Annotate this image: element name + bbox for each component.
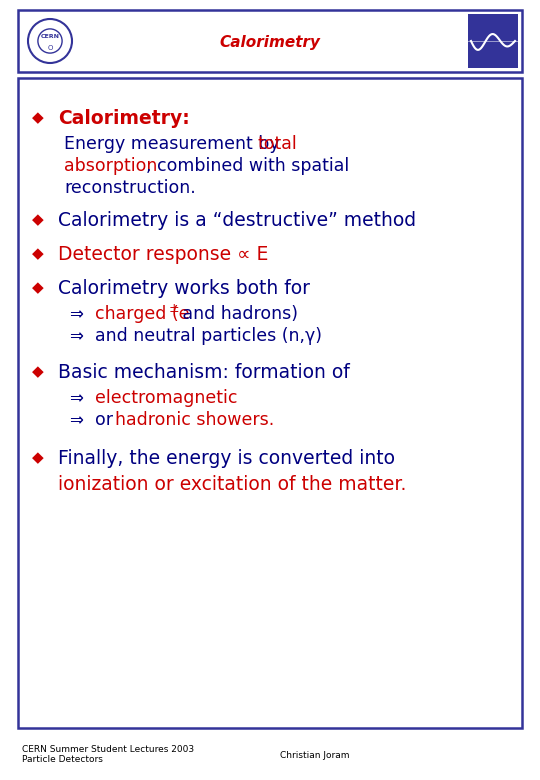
Text: ◆: ◆ (32, 281, 44, 296)
Text: reconstruction.: reconstruction. (64, 179, 195, 197)
Text: ◆: ◆ (32, 364, 44, 380)
Text: Basic mechanism: formation of: Basic mechanism: formation of (58, 363, 350, 381)
Text: ◆: ◆ (32, 451, 44, 466)
Text: Calorimetry works both for: Calorimetry works both for (58, 278, 310, 297)
Text: ⇒: ⇒ (69, 389, 83, 407)
Text: Finally, the energy is converted into: Finally, the energy is converted into (58, 448, 395, 467)
Text: Calorimetry: Calorimetry (219, 36, 321, 51)
Text: O: O (48, 45, 53, 51)
Text: Calorimetry is a “destructive” method: Calorimetry is a “destructive” method (58, 211, 416, 229)
Text: charged (e: charged (e (95, 305, 190, 323)
Text: absorption: absorption (64, 157, 157, 175)
Text: total: total (257, 135, 297, 153)
Text: CERN: CERN (40, 34, 59, 40)
Text: ±: ± (169, 303, 180, 315)
Text: ⇒: ⇒ (69, 411, 83, 429)
Text: hadronic showers.: hadronic showers. (115, 411, 274, 429)
Bar (18, 78, 522, 728)
Text: and hadrons): and hadrons) (177, 305, 298, 323)
Text: ⇒: ⇒ (69, 327, 83, 345)
Text: Detector response ∝ E: Detector response ∝ E (58, 244, 268, 264)
Text: electromagnetic: electromagnetic (95, 389, 238, 407)
Text: and neutral particles (n,γ): and neutral particles (n,γ) (95, 327, 322, 345)
Bar (468, 14, 518, 68)
Text: Energy measurement by: Energy measurement by (64, 135, 285, 153)
Text: Calorimetry:: Calorimetry: (58, 108, 190, 127)
Text: , combined with spatial: , combined with spatial (146, 157, 349, 175)
Text: or: or (95, 411, 118, 429)
Text: CERN Summer Student Lectures 2003: CERN Summer Student Lectures 2003 (22, 746, 194, 754)
Text: ◆: ◆ (32, 111, 44, 126)
Text: Particle Detectors: Particle Detectors (22, 756, 103, 764)
Text: ⇒: ⇒ (69, 305, 83, 323)
Text: ionization or excitation of the matter.: ionization or excitation of the matter. (58, 474, 407, 494)
Text: Christian Joram: Christian Joram (280, 750, 349, 760)
Bar (18, 10, 522, 72)
Text: ◆: ◆ (32, 246, 44, 261)
Text: ◆: ◆ (32, 212, 44, 228)
